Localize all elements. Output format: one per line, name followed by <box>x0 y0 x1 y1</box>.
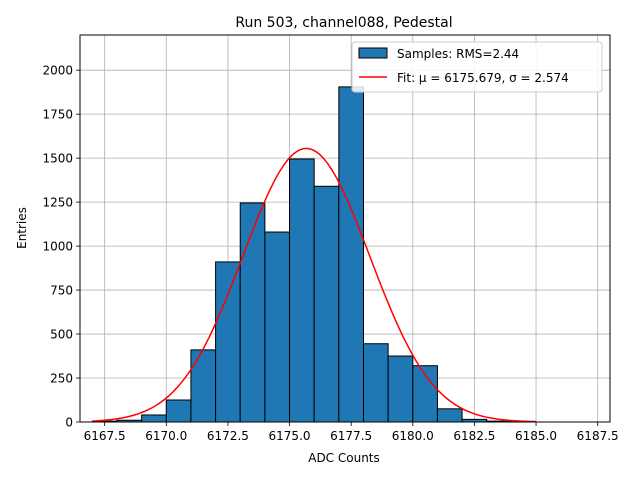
y-tick-label: 1000 <box>42 240 73 254</box>
x-tick-label: 6167.5 <box>84 429 126 443</box>
histogram-bar <box>387 355 414 423</box>
plot-frame <box>79 34 611 423</box>
y-tick-label: 1250 <box>42 196 73 210</box>
x-axis-label: ADC Counts <box>308 451 380 465</box>
histogram-bar <box>239 202 266 423</box>
histogram-bar <box>436 408 463 423</box>
y-tick-label: 0 <box>65 416 73 430</box>
legend-swatch-samples <box>358 47 388 59</box>
histogram-bar <box>165 399 192 423</box>
histogram-bar <box>215 261 241 423</box>
x-tick-label: 6180.0 <box>392 429 434 443</box>
histogram-bar <box>190 349 217 423</box>
x-tick-label: 6187.5 <box>577 429 619 443</box>
legend-label-samples: Samples: RMS=2.44 <box>397 47 519 61</box>
y-tick-label: 1750 <box>42 108 73 122</box>
y-axis-label: Entries <box>15 207 29 249</box>
histogram-bar <box>338 86 364 423</box>
histogram-bars <box>91 86 512 423</box>
chart-title: Run 503, channel088, Pedestal <box>235 15 452 31</box>
y-tick-label: 2000 <box>42 64 73 78</box>
histogram-bar <box>289 158 315 423</box>
x-tick-label: 6177.5 <box>330 429 372 443</box>
legend: Samples: RMS=2.44 Fit: μ = 6175.679, σ =… <box>351 41 603 93</box>
histogram-bar <box>313 185 340 423</box>
histogram-bar <box>362 343 389 423</box>
x-tick-label: 6170.0 <box>145 429 187 443</box>
legend-label-fit: Fit: μ = 6175.679, σ = 2.574 <box>397 71 569 85</box>
y-tick-label: 750 <box>50 284 73 298</box>
fit-curve-layer <box>92 147 537 423</box>
y-tick-label: 250 <box>50 372 73 386</box>
histogram-bar <box>141 414 167 423</box>
legend-box <box>351 41 603 93</box>
histogram-bar <box>412 365 438 423</box>
y-tick-label: 1500 <box>42 152 73 166</box>
x-tick-label: 6185.0 <box>515 429 557 443</box>
y-tick-label: 500 <box>50 328 73 342</box>
histogram-bar <box>264 231 291 423</box>
axis-ticks: 6167.5 6170.0 6172.5 6175.0 6177.5 6180.0 6182… <box>42 64 618 443</box>
x-tick-label: 6182.5 <box>453 429 495 443</box>
x-tick-label: 6175.0 <box>269 429 311 443</box>
fit-curve <box>92 147 537 423</box>
x-tick-label: 6172.5 <box>207 429 249 443</box>
